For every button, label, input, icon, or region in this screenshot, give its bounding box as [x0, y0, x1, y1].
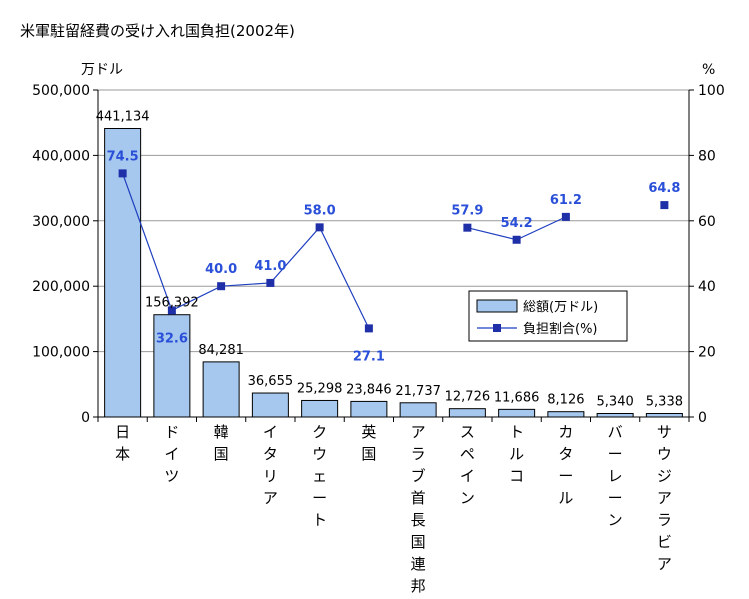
bar: [547, 411, 585, 418]
legend-bar-swatch: [476, 299, 518, 313]
y-tick-label: 500,000: [32, 83, 90, 99]
bar: [498, 408, 536, 418]
line-marker: [512, 235, 521, 244]
legend: 総額(万ドル) 負担割合(%): [468, 290, 628, 342]
x-tick-label: カタール: [558, 423, 573, 507]
y2-tick-label: 60: [698, 214, 716, 230]
bar: [251, 392, 289, 418]
line-marker: [118, 169, 127, 178]
bar: [153, 314, 191, 418]
legend-label-ratio: 負担割合(%): [523, 321, 598, 337]
x-tick-label: サウジアラビア: [657, 423, 672, 573]
bar-series: [104, 127, 683, 418]
y-tick-label: 400,000: [32, 148, 90, 164]
bar: [350, 400, 388, 418]
y-tick-label: 200,000: [32, 279, 90, 295]
line-marker: [266, 278, 275, 287]
y-axis-title: 万ドル: [81, 62, 123, 78]
x-tick-label: 韓国: [214, 423, 229, 463]
line-value-label: 64.8: [648, 181, 680, 196]
bar-value-label: 21,737: [395, 384, 441, 399]
line-marker: [364, 324, 373, 333]
line-value-label: 27.1: [353, 349, 385, 364]
x-tick-label: トルコ: [509, 423, 524, 485]
x-tick-label: アラブ首長国連邦: [411, 423, 426, 595]
line-marker: [315, 223, 324, 232]
y-tick-label: 300,000: [32, 214, 90, 230]
line-marker: [561, 212, 570, 221]
chart-title: 米軍駐留経費の受け入れ国負担(2002年): [20, 22, 295, 40]
bar-value-label: 8,126: [547, 393, 584, 408]
bar: [645, 413, 683, 418]
bar-value-label: 441,134: [96, 109, 150, 124]
line-marker: [167, 306, 176, 315]
x-tick-label: ドイツ: [164, 423, 179, 485]
y2-tick-label: 20: [698, 345, 716, 361]
data-labels: 441,134 156,392 84,281 36,655 25,298 23,846 21…: [96, 109, 683, 409]
line-value-label: 32.6: [156, 331, 188, 346]
line-value-label: 40.0: [205, 262, 237, 277]
y2-tick-label: 100: [698, 83, 725, 99]
line-value-label: 74.5: [107, 149, 139, 164]
y2-tick-label: 40: [698, 279, 716, 295]
y-tick-label: 0: [81, 410, 90, 426]
y2-tick-label: 80: [698, 148, 716, 164]
bar-value-label: 12,726: [445, 390, 491, 405]
bar-value-label: 84,281: [198, 343, 244, 358]
axes: 0 100,000 200,000 300,000 400,000 500,000 0 20 4…: [32, 62, 725, 595]
y2-tick-label: 0: [698, 410, 707, 426]
line-marker: [217, 282, 226, 291]
x-tick-label: スペイン: [460, 423, 475, 507]
line-value-label: 58.0: [304, 203, 336, 218]
bar-value-label: 5,338: [646, 395, 683, 410]
bar-value-label: 156,392: [145, 296, 199, 311]
line-value-label: 41.0: [254, 259, 286, 274]
bar: [596, 413, 634, 418]
bar: [448, 408, 486, 418]
bar: [301, 399, 339, 418]
bar-value-label: 11,686: [494, 390, 540, 405]
legend-marker-swatch: [493, 324, 501, 332]
line-value-label: 57.9: [451, 204, 483, 219]
bar-value-label: 5,340: [597, 395, 634, 410]
x-tick-label: クウェート: [312, 423, 327, 529]
line-marker: [463, 223, 472, 232]
series-line: [122, 173, 370, 329]
legend-box: [468, 290, 628, 342]
line-marker: [660, 201, 669, 210]
x-tick-label: 英国: [361, 423, 376, 463]
bar: [399, 402, 437, 418]
bar: [202, 361, 240, 418]
y-tick-label: 100,000: [32, 345, 90, 361]
gridlines: [98, 89, 689, 353]
x-tick-label: バーレーン: [608, 423, 623, 529]
line-value-label: 54.2: [501, 216, 533, 231]
line-value-label: 61.2: [550, 193, 582, 208]
x-tick-label: イタリア: [263, 423, 278, 507]
x-tick-label: 日本: [115, 423, 130, 463]
bar-value-label: 25,298: [297, 381, 343, 396]
line-series: [118, 169, 669, 333]
bar-value-label: 36,655: [248, 374, 294, 389]
y2-axis-title: %: [702, 62, 715, 78]
bar-value-label: 23,846: [346, 382, 392, 397]
legend-label-total: 総額(万ドル): [523, 300, 598, 315]
